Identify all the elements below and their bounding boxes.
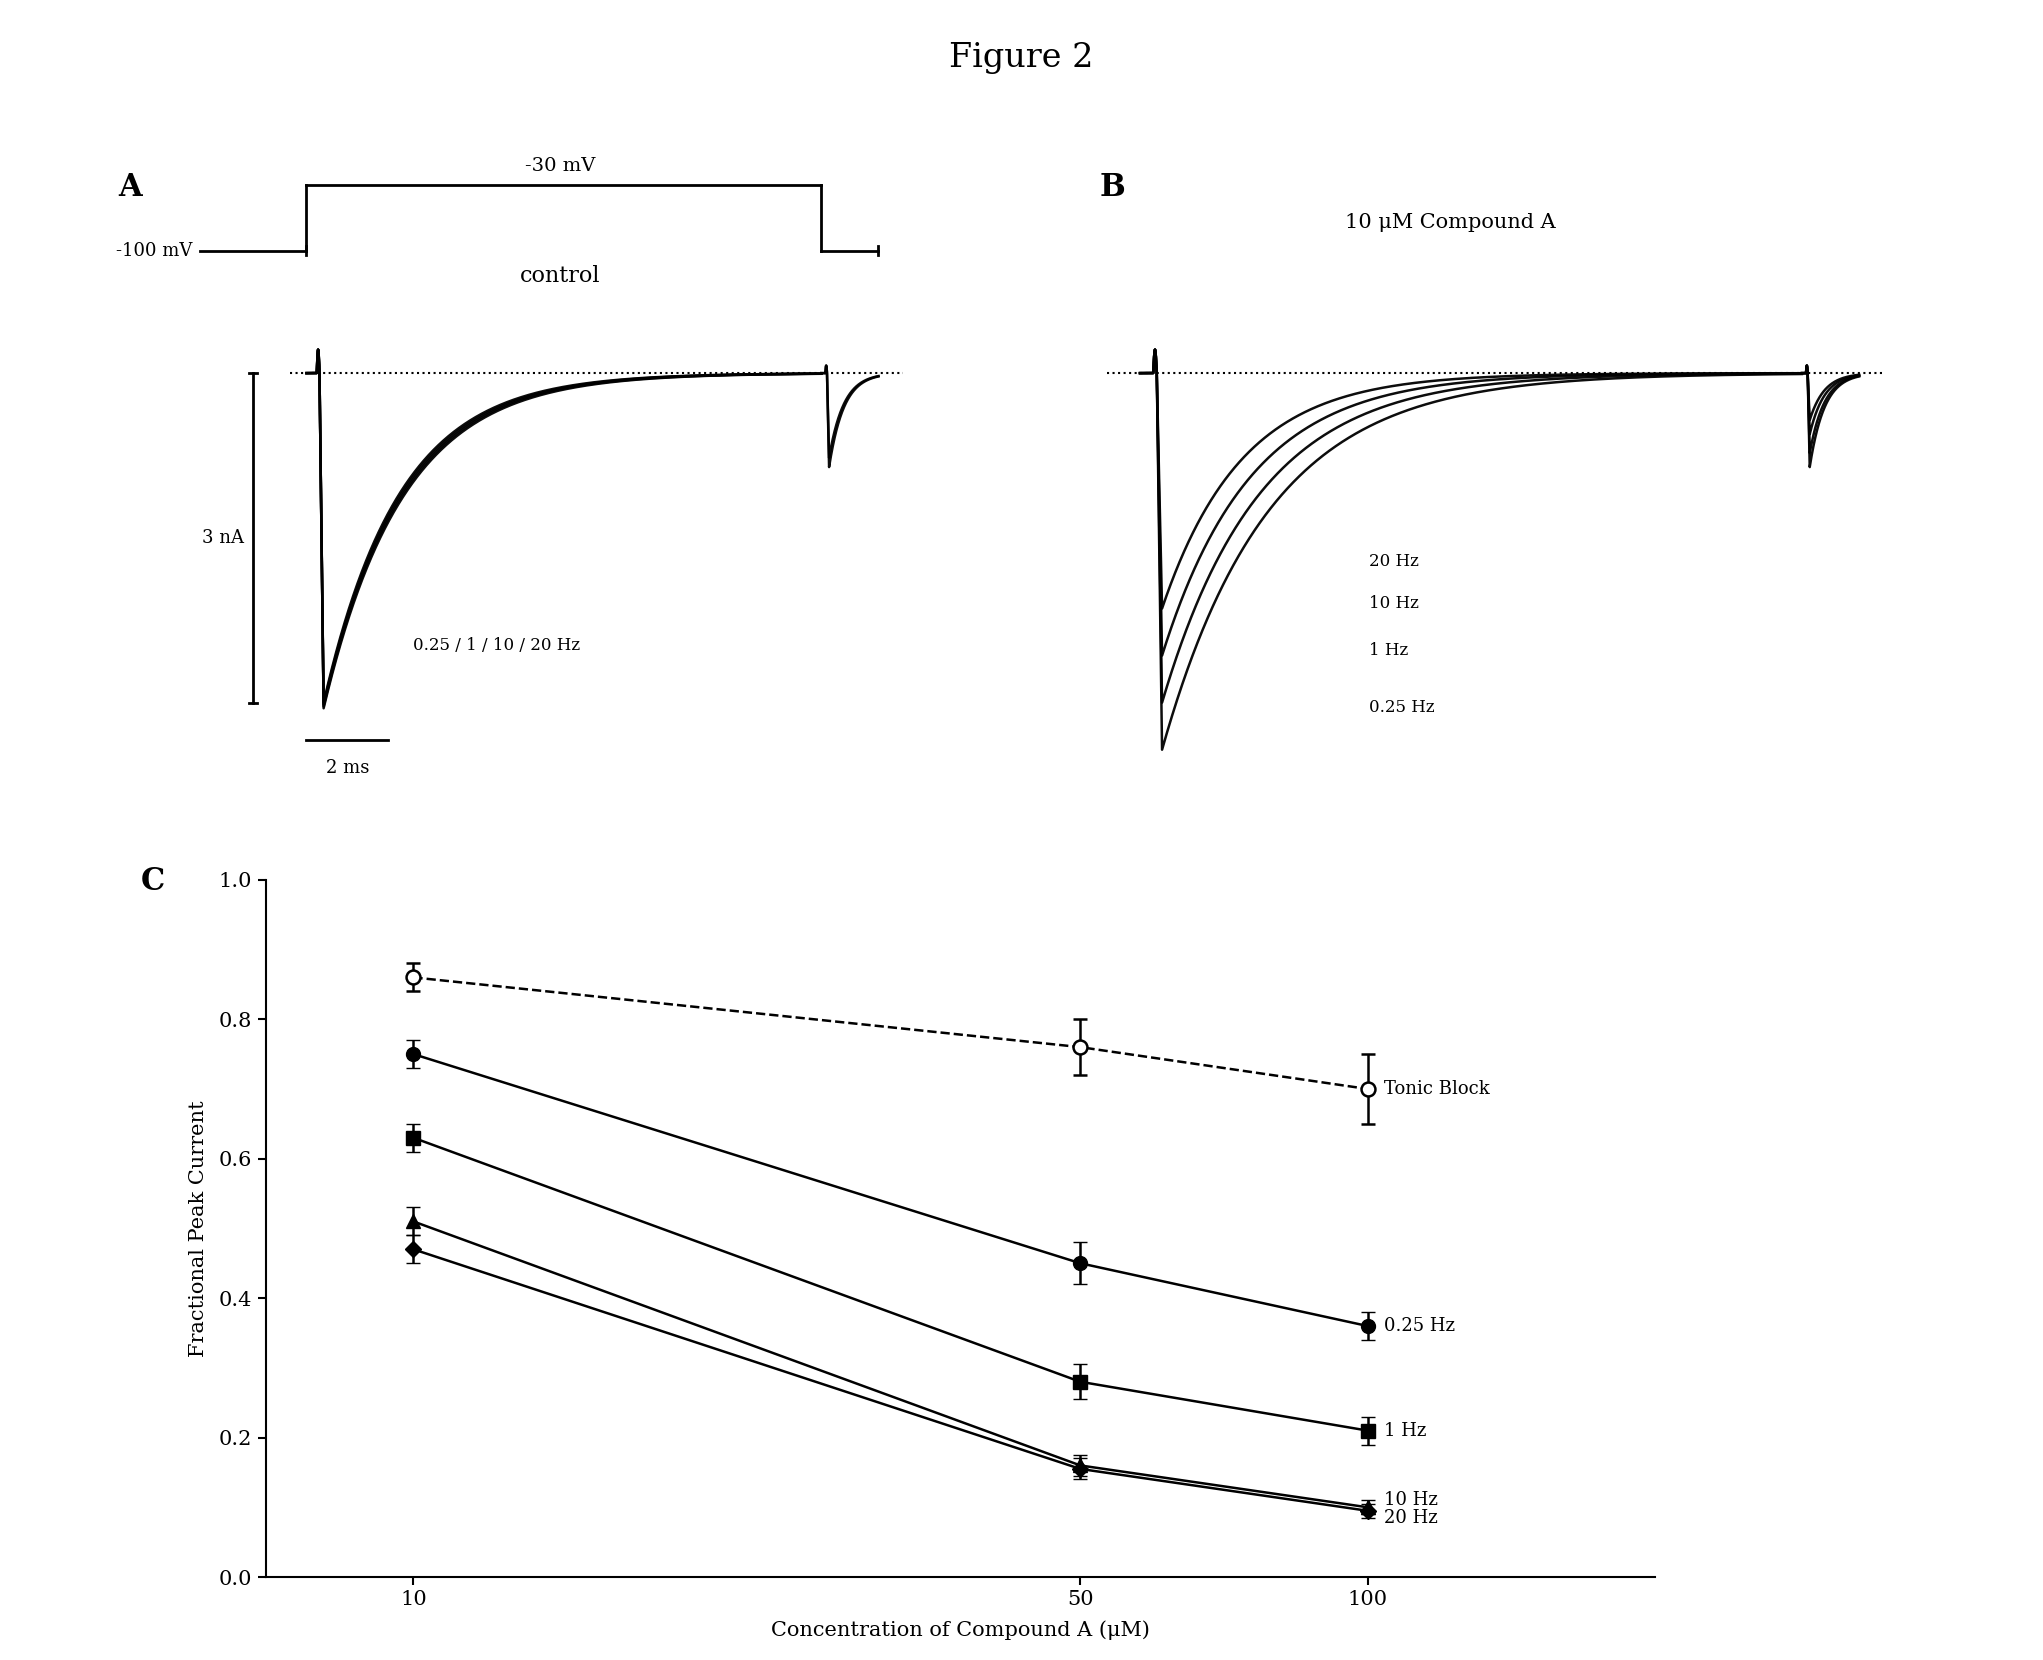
Y-axis label: Fractional Peak Current: Fractional Peak Current	[188, 1101, 208, 1356]
Text: C: C	[141, 867, 165, 896]
Text: 3 nA: 3 nA	[202, 530, 243, 546]
Text: control: control	[519, 266, 601, 287]
Text: 0.25 Hz: 0.25 Hz	[1369, 699, 1434, 715]
Text: A: A	[118, 173, 143, 203]
Text: 0.25 Hz: 0.25 Hz	[1383, 1316, 1455, 1335]
Text: 20 Hz: 20 Hz	[1369, 553, 1418, 569]
Text: 20 Hz: 20 Hz	[1383, 1509, 1438, 1527]
Text: 10 Hz: 10 Hz	[1383, 1491, 1438, 1509]
Text: -30 mV: -30 mV	[525, 158, 595, 176]
Text: 1 Hz: 1 Hz	[1383, 1421, 1426, 1439]
Text: 2 ms: 2 ms	[325, 759, 370, 777]
Text: 1 Hz: 1 Hz	[1369, 642, 1408, 659]
Text: B: B	[1099, 173, 1126, 203]
Text: 10 μM Compound A: 10 μM Compound A	[1344, 212, 1557, 232]
Text: Figure 2: Figure 2	[950, 42, 1093, 73]
Text: 0.25 / 1 / 10 / 20 Hz: 0.25 / 1 / 10 / 20 Hz	[413, 637, 580, 654]
Text: 10 Hz: 10 Hz	[1369, 596, 1418, 613]
X-axis label: Concentration of Compound A (μM): Concentration of Compound A (μM)	[770, 1620, 1150, 1640]
Text: Tonic Block: Tonic Block	[1383, 1081, 1489, 1097]
Text: -100 mV: -100 mV	[116, 242, 192, 259]
